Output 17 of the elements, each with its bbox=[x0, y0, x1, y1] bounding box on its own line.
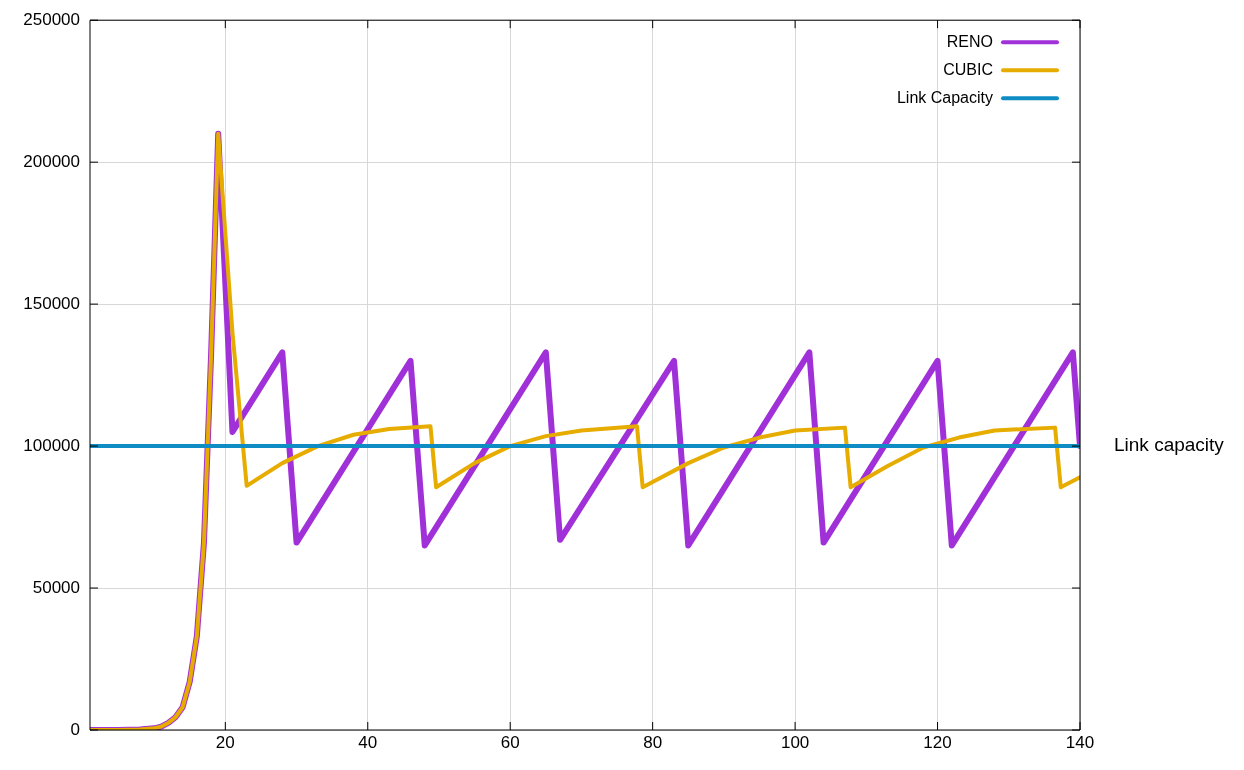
y-tick-label: 200000 bbox=[23, 151, 80, 171]
y-tick-label: 150000 bbox=[23, 293, 80, 313]
legend-label: CUBIC bbox=[943, 60, 993, 78]
y-tick-label: 250000 bbox=[23, 9, 80, 29]
y-tick-label: 0 bbox=[70, 719, 80, 739]
x-tick-label: 140 bbox=[1065, 732, 1095, 752]
x-tick-label: 80 bbox=[643, 732, 663, 752]
legend-label: RENO bbox=[946, 32, 993, 50]
x-tick-label: 60 bbox=[500, 732, 520, 752]
x-tick-label: 20 bbox=[215, 732, 235, 752]
legend-label: Link Capacity bbox=[896, 88, 993, 106]
x-tick-label: 40 bbox=[358, 732, 378, 752]
y-tick-label: 100000 bbox=[23, 435, 80, 455]
x-tick-label: 120 bbox=[923, 732, 952, 752]
y-tick-label: 50000 bbox=[32, 577, 80, 597]
text: Link capacity bbox=[1114, 434, 1225, 456]
x-tick-label: 100 bbox=[780, 732, 810, 752]
